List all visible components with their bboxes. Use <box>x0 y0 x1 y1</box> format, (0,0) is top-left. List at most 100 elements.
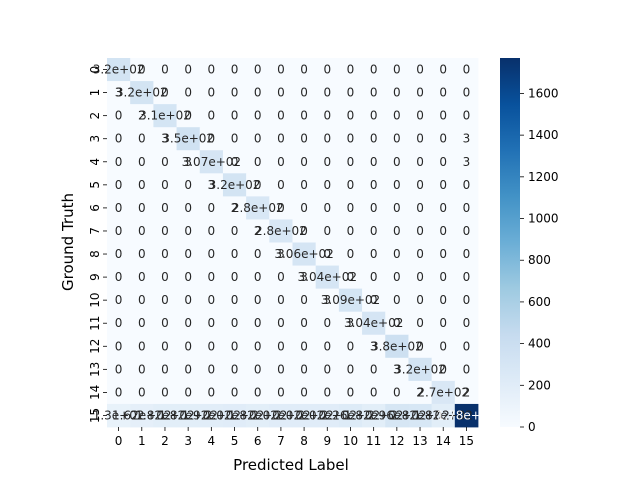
cell-value-label: 0 <box>277 132 285 146</box>
heatmap-cell <box>246 288 270 313</box>
cell-value-label: 3.09e+02 <box>321 293 380 307</box>
cell-value-label: 0 <box>208 339 216 353</box>
cell-value-label: 0 <box>370 293 378 307</box>
cell-value-label: 0 <box>463 224 471 238</box>
y-tick-label: 8 <box>88 250 102 258</box>
heatmap-cell <box>454 104 479 128</box>
cell-value-label: 0 <box>208 247 216 261</box>
heatmap-cell <box>454 334 479 359</box>
cell-value-label: 0 <box>115 178 123 192</box>
cell-value-label: 2 <box>463 385 471 399</box>
heatmap-cell <box>107 104 131 128</box>
heatmap-cell <box>431 81 456 105</box>
heatmap-cell <box>408 311 433 336</box>
cell-value-label: 0 <box>439 362 447 376</box>
cell-value-label: 1.82e+02 <box>158 408 217 422</box>
heatmap-cell <box>269 334 293 359</box>
cell-value-label: 0 <box>184 362 192 376</box>
cell-value-label: 0 <box>161 155 169 169</box>
cell-value-label: 0 <box>323 224 331 238</box>
cell-value-label: 0 <box>300 316 308 330</box>
heatmap-cell <box>269 357 293 382</box>
cell-value-label: 0 <box>439 247 447 261</box>
cell-value-label: 0 <box>416 63 424 77</box>
heatmap-cell <box>408 403 433 428</box>
cell-value-label: 0 <box>439 155 447 169</box>
heatmap-cell <box>269 104 293 128</box>
heatmap-cell <box>362 81 386 105</box>
heatmap-cell <box>246 334 270 359</box>
heatmap-cell <box>454 380 479 405</box>
heatmap-cell <box>153 58 177 82</box>
cell-value-label: 1.62e+02 <box>112 408 171 422</box>
cell-value-label: 3 <box>347 316 355 330</box>
heatmap-cell <box>338 403 363 428</box>
heatmap-cell <box>454 219 479 243</box>
colorbar-tick-label: 1000 <box>528 212 559 226</box>
heatmap-cell <box>338 242 363 266</box>
heatmap-cell <box>385 219 409 243</box>
cell-value-label: 0 <box>277 339 285 353</box>
heatmap-cell <box>338 127 363 151</box>
cell-value-label: 0 <box>393 293 401 307</box>
cell-value-label: 0 <box>231 86 239 100</box>
cell-value-label: 0 <box>184 247 192 261</box>
cell-value-label: 3.04e+02 <box>344 316 403 330</box>
heatmap-cell <box>454 81 479 105</box>
heatmap-cell <box>315 380 340 405</box>
cell-value-label: 0 <box>370 132 378 146</box>
cell-value-label: 0 <box>347 86 355 100</box>
cell-value-label: 3.2e+02 <box>209 178 261 192</box>
heatmap-cell <box>362 380 386 405</box>
cell-value-label: 0 <box>323 132 331 146</box>
heatmap-cell <box>431 380 456 405</box>
colorbar-tick-label: 800 <box>528 253 551 267</box>
heatmap-cell <box>130 104 154 128</box>
heatmap-cell <box>431 196 456 220</box>
cell-value-label: 0 <box>439 316 447 330</box>
heatmap-cell <box>362 219 386 243</box>
heatmap-cell <box>362 242 386 266</box>
cell-value-label: 0 <box>254 247 262 261</box>
cell-value-label: 0 <box>138 247 146 261</box>
heatmap-cell <box>153 265 177 290</box>
heatmap-cell <box>130 242 154 266</box>
cell-value-label: 0 <box>184 270 192 284</box>
cell-value-label: 0 <box>161 293 169 307</box>
cell-value-label: 3 <box>323 293 331 307</box>
heatmap-cell <box>431 357 456 382</box>
x-tick-label: 13 <box>412 434 427 448</box>
heatmap-cell <box>222 196 247 220</box>
cell-value-label: 0 <box>254 293 262 307</box>
y-tick-label: 5 <box>88 181 102 189</box>
cell-value-label: 3.1e+02 <box>139 109 191 123</box>
cell-value-label: 0 <box>115 293 123 307</box>
cell-value-label: 0 <box>393 109 401 123</box>
cell-value-label: 0 <box>138 316 146 330</box>
cell-value-label: 0 <box>300 86 308 100</box>
heatmap-cell <box>176 104 201 128</box>
heatmap-cell <box>130 334 154 359</box>
heatmap-cell <box>431 311 456 336</box>
cell-value-label: 0 <box>393 247 401 261</box>
cell-value-label: 0 <box>138 270 146 284</box>
heatmap-cell <box>315 265 340 290</box>
heatmap-cell <box>408 196 433 220</box>
heatmap-cell <box>338 357 363 382</box>
cell-value-label: 0 <box>439 63 447 77</box>
heatmap-cell <box>338 173 363 197</box>
heatmap-cell <box>222 357 247 382</box>
cell-value-label: 0 <box>161 178 169 192</box>
y-tick-label: 14 <box>88 385 102 400</box>
heatmap-cell <box>246 104 270 128</box>
x-tick-label: 12 <box>389 434 404 448</box>
heatmap-cell <box>315 58 340 82</box>
heatmap-cell <box>454 288 479 313</box>
cell-value-label: 0 <box>184 385 192 399</box>
heatmap-cell <box>454 58 479 82</box>
heatmap-cell <box>246 81 270 105</box>
x-tick-label: 5 <box>231 434 239 448</box>
cell-value-label: 0 <box>463 178 471 192</box>
cell-value-label: 0 <box>416 155 424 169</box>
heatmap-cell <box>107 357 131 382</box>
